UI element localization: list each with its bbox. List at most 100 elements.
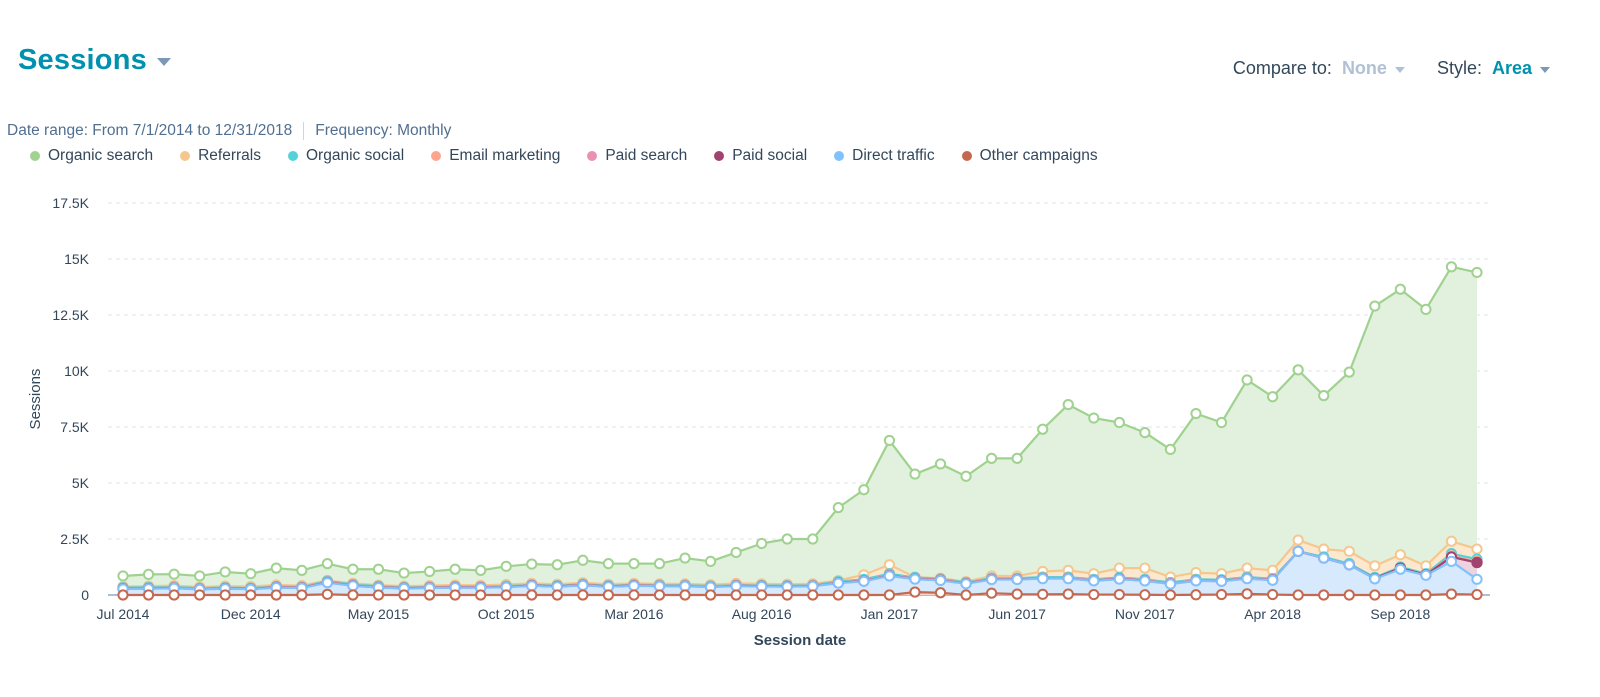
compare-dropdown[interactable]: None <box>1342 58 1405 79</box>
organic-search-point[interactable] <box>194 570 206 582</box>
other-campaigns-point[interactable] <box>296 589 308 601</box>
direct-traffic-point[interactable] <box>960 578 972 590</box>
other-campaigns-point[interactable] <box>270 589 282 601</box>
other-campaigns-point[interactable] <box>1394 589 1406 601</box>
other-campaigns-point[interactable] <box>602 589 614 601</box>
organic-search-point[interactable] <box>1037 423 1049 435</box>
organic-search-point[interactable] <box>449 563 461 575</box>
direct-traffic-point[interactable] <box>526 580 538 592</box>
organic-search-point[interactable] <box>934 458 947 470</box>
other-campaigns-point[interactable] <box>526 589 538 601</box>
legend-item-paid-search[interactable]: Paid search <box>587 147 687 165</box>
legend-item-referrals[interactable]: Referrals <box>180 147 261 165</box>
referrals-point[interactable] <box>1369 560 1381 572</box>
other-campaigns-point[interactable] <box>321 588 333 600</box>
other-campaigns-point[interactable] <box>1267 588 1279 601</box>
direct-traffic-point[interactable] <box>858 575 870 587</box>
other-campaigns-point[interactable] <box>1190 589 1202 601</box>
other-campaigns-point[interactable] <box>832 589 844 601</box>
organic-search-point[interactable] <box>628 558 640 570</box>
other-campaigns-point[interactable] <box>883 589 896 601</box>
direct-traffic-point[interactable] <box>577 579 589 591</box>
direct-traffic-point[interactable] <box>934 574 947 587</box>
organic-search-point[interactable] <box>602 558 614 570</box>
direct-traffic-point[interactable] <box>1394 563 1406 575</box>
organic-search-point[interactable] <box>321 558 333 570</box>
organic-search-point[interactable] <box>1062 399 1074 411</box>
direct-traffic-point[interactable] <box>1164 578 1177 590</box>
direct-traffic-point[interactable] <box>628 580 640 592</box>
other-campaigns-point[interactable] <box>1164 589 1177 601</box>
organic-search-point[interactable] <box>704 555 717 568</box>
organic-search-point[interactable] <box>577 554 589 566</box>
other-campaigns-point[interactable] <box>1037 588 1049 600</box>
legend-item-organic-social[interactable]: Organic social <box>288 147 404 165</box>
direct-traffic-point[interactable] <box>730 580 742 592</box>
other-campaigns-point[interactable] <box>1471 588 1483 601</box>
legend-item-email-marketing[interactable]: Email marketing <box>431 147 560 165</box>
legend-item-organic-search[interactable]: Organic search <box>30 147 153 165</box>
other-campaigns-point[interactable] <box>117 589 129 601</box>
referrals-point[interactable] <box>1241 562 1253 574</box>
direct-traffic-point[interactable] <box>1215 575 1228 587</box>
direct-traffic-point[interactable] <box>1139 575 1151 587</box>
other-campaigns-point[interactable] <box>781 589 793 601</box>
organic-search-point[interactable] <box>142 568 155 580</box>
frequency[interactable]: Frequency: Monthly <box>315 122 452 139</box>
organic-search-point[interactable] <box>1088 412 1100 424</box>
direct-traffic-point[interactable] <box>1011 573 1023 586</box>
other-campaigns-point[interactable] <box>756 589 768 601</box>
organic-search-point[interactable] <box>807 533 819 545</box>
direct-traffic-point[interactable] <box>1318 552 1330 564</box>
other-campaigns-point[interactable] <box>704 589 717 601</box>
other-campaigns-point[interactable] <box>934 587 947 599</box>
date-range[interactable]: Date range: From 7/1/2014 to 12/31/2018 <box>7 122 293 139</box>
organic-search-point[interactable] <box>1139 427 1151 439</box>
organic-search-point[interactable] <box>398 567 410 579</box>
organic-search-point[interactable] <box>832 502 844 514</box>
direct-traffic-point[interactable] <box>1113 573 1125 585</box>
other-campaigns-point[interactable] <box>909 586 921 598</box>
direct-traffic-point[interactable] <box>883 570 896 582</box>
organic-search-point[interactable] <box>1113 416 1125 429</box>
other-campaigns-point[interactable] <box>1241 588 1253 600</box>
legend-item-other-campaigns[interactable]: Other campaigns <box>961 147 1098 165</box>
organic-search-point[interactable] <box>653 558 666 570</box>
direct-traffic-point[interactable] <box>986 573 998 586</box>
direct-traffic-point[interactable] <box>1445 555 1458 568</box>
direct-traffic-point[interactable] <box>832 577 844 589</box>
organic-search-point[interactable] <box>526 558 538 570</box>
organic-search-point[interactable] <box>1369 300 1381 312</box>
organic-search-point[interactable] <box>1267 391 1279 403</box>
organic-search-point[interactable] <box>1343 366 1355 378</box>
other-campaigns-point[interactable] <box>449 589 461 601</box>
other-campaigns-point[interactable] <box>245 589 257 601</box>
organic-search-point[interactable] <box>245 568 257 580</box>
organic-search-point[interactable] <box>909 468 921 480</box>
organic-search-point[interactable] <box>475 564 487 576</box>
direct-traffic-point[interactable] <box>1343 559 1355 571</box>
other-campaigns-point[interactable] <box>1088 588 1100 601</box>
organic-search-point[interactable] <box>1318 390 1330 402</box>
other-campaigns-point[interactable] <box>1215 588 1228 601</box>
other-campaigns-point[interactable] <box>807 589 819 601</box>
direct-traffic-point[interactable] <box>1062 573 1074 585</box>
other-campaigns-point[interactable] <box>500 589 512 601</box>
other-campaigns-point[interactable] <box>1420 589 1432 601</box>
organic-search-point[interactable] <box>168 568 180 580</box>
other-campaigns-point[interactable] <box>1343 589 1355 601</box>
organic-search-point[interactable] <box>1394 283 1406 295</box>
organic-search-point[interactable] <box>372 563 385 575</box>
other-campaigns-point[interactable] <box>219 589 231 601</box>
organic-search-point[interactable] <box>500 560 512 572</box>
direct-traffic-point[interactable] <box>909 573 921 585</box>
organic-search-point[interactable] <box>1164 443 1177 455</box>
organic-search-point[interactable] <box>1420 303 1432 315</box>
other-campaigns-point[interactable] <box>679 589 691 601</box>
organic-search-point[interactable] <box>347 563 359 575</box>
referrals-point[interactable] <box>1394 549 1406 561</box>
direct-traffic-point[interactable] <box>1190 575 1202 587</box>
other-campaigns-point[interactable] <box>1062 588 1074 600</box>
other-campaigns-point[interactable] <box>986 587 998 599</box>
organic-search-point[interactable] <box>270 562 282 574</box>
